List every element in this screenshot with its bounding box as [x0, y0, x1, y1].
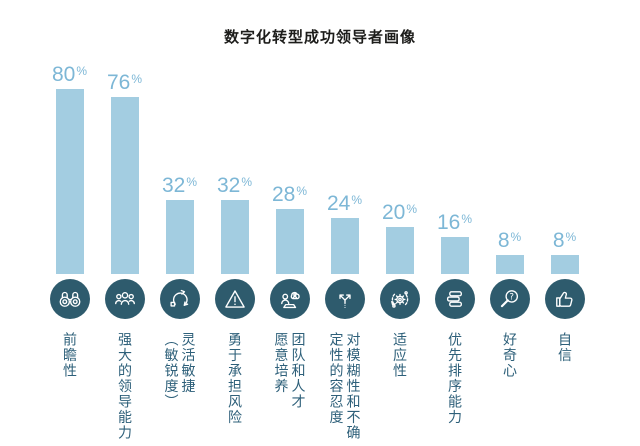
- bar: [220, 200, 249, 274]
- value-number: 16: [436, 211, 461, 234]
- value-label: 8%: [553, 226, 576, 252]
- percent-sign: %: [351, 193, 363, 207]
- bar-area: 8%: [550, 60, 579, 274]
- value-label: 24%: [327, 189, 362, 215]
- bar: [275, 209, 304, 274]
- bar-column: 8% ? 好奇心: [482, 60, 537, 441]
- percent-sign: %: [186, 175, 198, 189]
- svg-text:?: ?: [509, 292, 514, 302]
- value-number: 20: [381, 201, 406, 224]
- bar: [110, 97, 139, 274]
- bar-column: 80% 前瞻性: [42, 60, 97, 441]
- value-label: 32%: [162, 171, 197, 197]
- bar-area: 8%: [495, 60, 524, 274]
- bar-column: 76% 强大的领导能力: [97, 60, 152, 441]
- priority-list-icon: [434, 279, 475, 319]
- bar-area: 76%: [107, 60, 142, 274]
- value-number: 8: [552, 229, 565, 252]
- bar: [495, 255, 524, 274]
- bar: [440, 237, 469, 274]
- value-label: 20%: [382, 198, 417, 224]
- bar-area: 16%: [437, 60, 472, 274]
- percent-sign: %: [406, 202, 418, 216]
- agile-cycle-icon: [159, 279, 200, 319]
- curiosity-magnifier-icon: ?: [489, 279, 530, 319]
- value-label: 76%: [107, 68, 142, 94]
- category-label: 勇于承担风险: [227, 332, 243, 425]
- category-label: 自信: [557, 332, 573, 363]
- bar-area: 32%: [162, 60, 197, 274]
- bar: [165, 200, 194, 274]
- value-label: 8%: [498, 226, 521, 252]
- value-label: 80%: [52, 60, 87, 86]
- percent-sign: %: [131, 72, 143, 86]
- team-talent-icon: [269, 279, 310, 319]
- percent-sign: %: [565, 230, 577, 244]
- category-label: 对模糊性和不确 定性的容忍度: [328, 332, 362, 441]
- risk-triangle-icon: [214, 279, 255, 319]
- value-number: 80: [51, 63, 76, 86]
- category-label: 好奇心: [502, 332, 518, 379]
- category-label: 优先排序能力: [447, 332, 463, 425]
- percent-sign: %: [510, 230, 522, 244]
- adapt-gear-icon: [379, 279, 420, 319]
- value-number: 32: [161, 174, 186, 197]
- bar-column: 20% 适应性: [372, 60, 427, 441]
- percent-sign: %: [241, 175, 253, 189]
- confidence-thumb-icon: [544, 279, 585, 319]
- value-label: 28%: [272, 180, 307, 206]
- binoculars-icon: [49, 279, 90, 319]
- bar-column: 8% 自信: [537, 60, 592, 441]
- bar-area: 24%: [327, 60, 362, 274]
- bar-column: 32% 勇于承担风险: [207, 60, 262, 441]
- branching-arrows-icon: [324, 279, 365, 319]
- bar-column: 24% 对模糊性和不确 定性的容忍度: [317, 60, 372, 441]
- bar-column: 32% 灵活敏捷 （敏锐度）: [152, 60, 207, 441]
- value-number: 28: [271, 183, 296, 206]
- category-label: 团队和人才 愿意培养: [273, 332, 307, 410]
- value-label: 16%: [437, 208, 472, 234]
- category-label: 强大的领导能力: [117, 332, 133, 441]
- category-label: 灵活敏捷 （敏锐度）: [163, 332, 197, 410]
- bar-area: 20%: [382, 60, 417, 274]
- percent-sign: %: [76, 64, 88, 78]
- bar-area: 80%: [52, 60, 87, 274]
- bar-area: 28%: [272, 60, 307, 274]
- bar-column: 28% 团队和人才 愿意培养: [262, 60, 317, 441]
- chart-title: 数字化转型成功领导者画像: [223, 29, 416, 46]
- value-number: 8: [497, 229, 510, 252]
- value-label: 32%: [217, 171, 252, 197]
- value-number: 32: [216, 174, 241, 197]
- bar-chart: 80% 前瞻性 76%: [42, 60, 592, 441]
- leadership-group-icon: [104, 279, 145, 319]
- percent-sign: %: [461, 212, 473, 226]
- bar: [330, 218, 359, 274]
- value-number: 76: [106, 71, 131, 94]
- percent-sign: %: [296, 184, 308, 198]
- bar: [385, 227, 414, 274]
- bar-area: 32%: [217, 60, 252, 274]
- bar: [550, 255, 579, 274]
- bar-column: 16% 优先排序能力: [427, 60, 482, 441]
- category-label: 适应性: [392, 332, 408, 379]
- value-number: 24: [326, 192, 351, 215]
- bar: [55, 89, 84, 274]
- category-label: 前瞻性: [62, 332, 78, 379]
